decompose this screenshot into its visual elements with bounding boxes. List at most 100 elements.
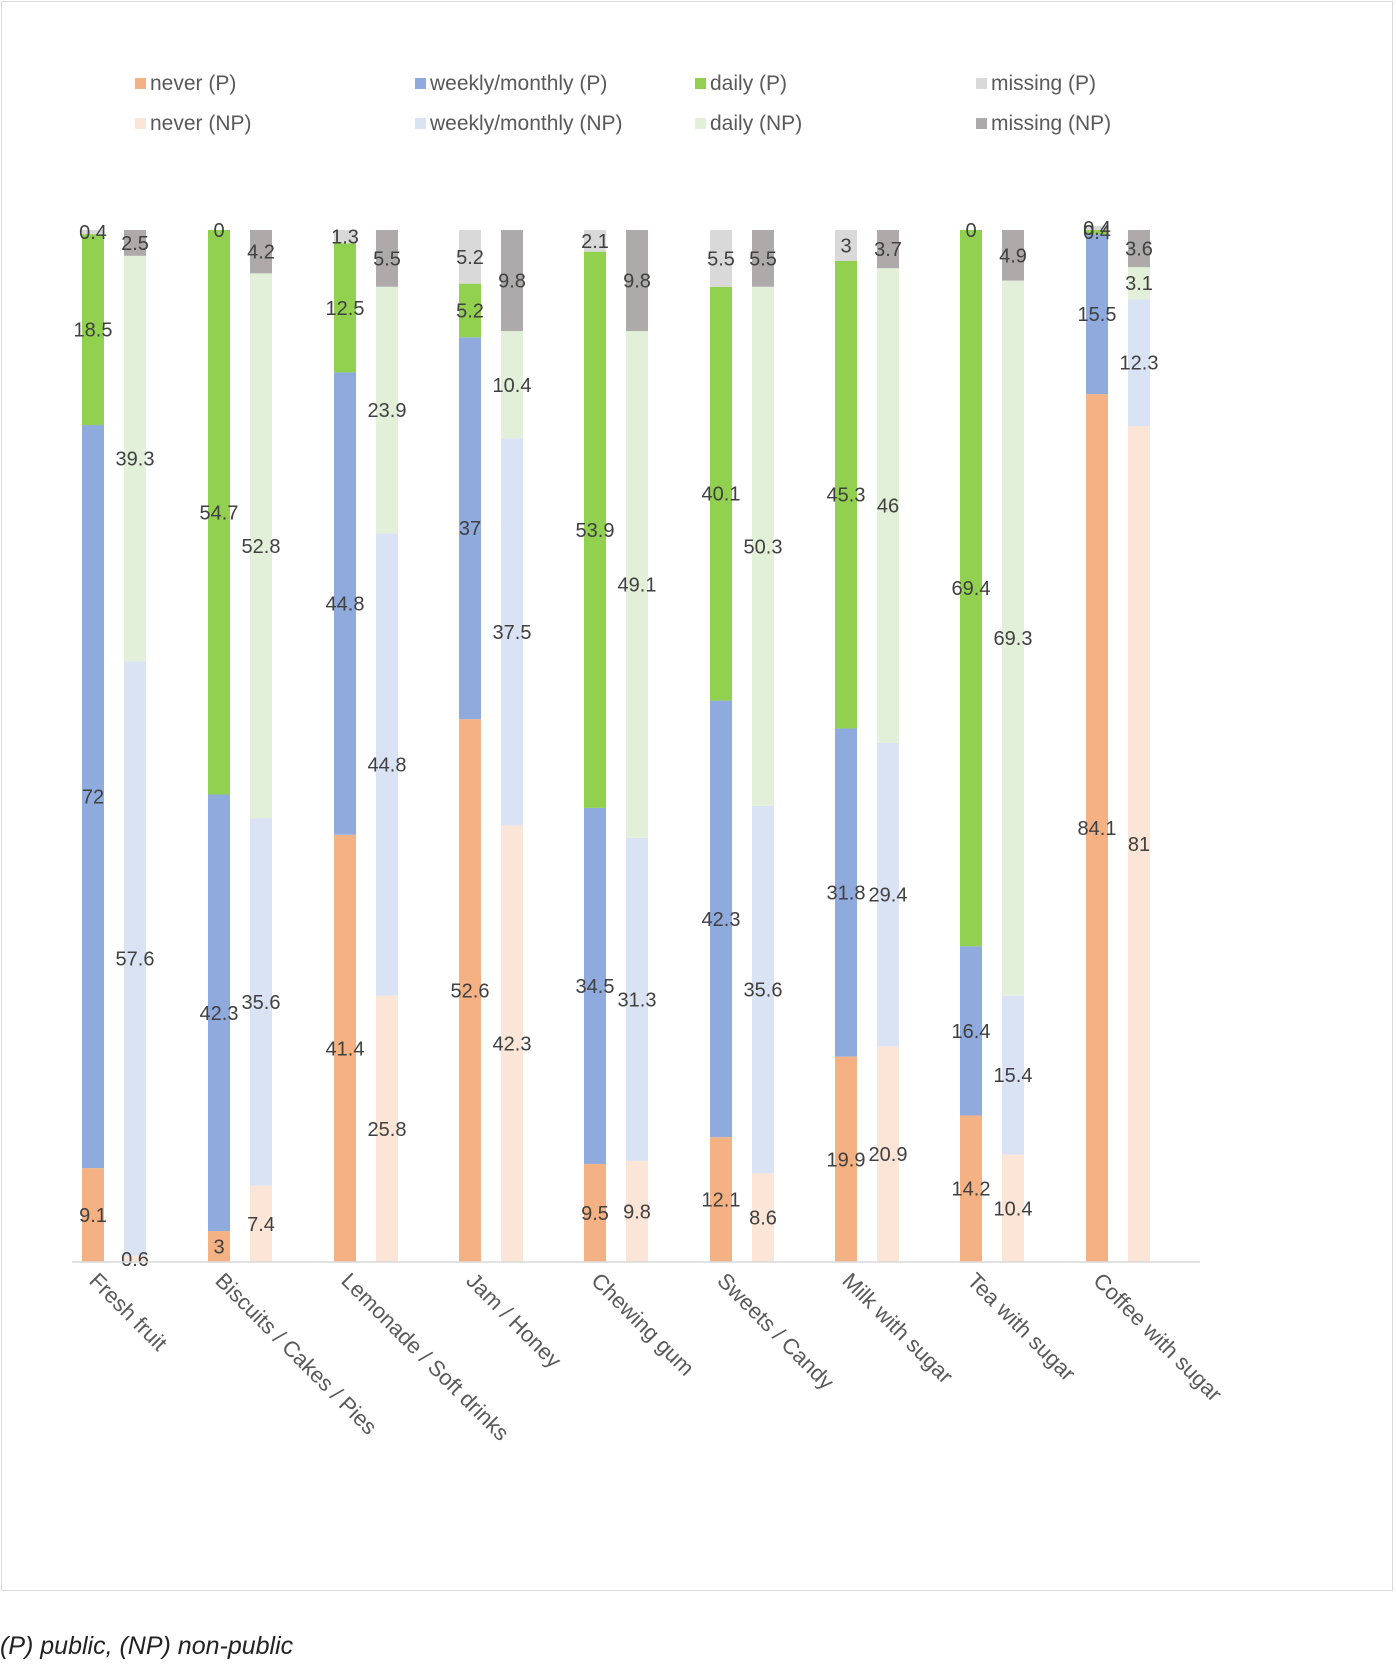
bar-segment-milk-with-sugar-daily-p — [835, 260, 857, 729]
bar-segment-lemonade-soft-drinks-daily-np — [376, 286, 398, 534]
bar-segment-lemonade-soft-drinks-daily-p — [334, 243, 356, 373]
bar-segment-chewing-gum-daily-p — [584, 251, 606, 808]
category-label-milk-with-sugar: Milk with sugar — [837, 1268, 958, 1389]
data-label-sweets-candy-weekly-monthly-np: 35.6 — [744, 980, 783, 1002]
bar-segment-milk-with-sugar-never-p — [835, 1056, 857, 1262]
data-label-jam-honey-weekly-monthly-np: 37.5 — [493, 622, 532, 644]
bar-segment-jam-honey-missing-np — [501, 230, 523, 332]
data-label-tea-with-sugar-weekly-monthly-p: 16.4 — [952, 1021, 991, 1043]
bar-segment-biscuits-cakes-pies-daily-p — [208, 230, 230, 795]
data-labels: 9.1 72 18.5 0.4 0.6 57.6 39.3 2.5 3 42.3 54.7 0 7.4 3… — [74, 218, 1159, 1271]
bar-segment-sweets-candy-daily-np — [752, 286, 774, 806]
legend-swatch-daily-p — [695, 78, 706, 89]
bar-segment-sweets-candy-weekly-monthly-p — [710, 700, 732, 1138]
data-label-chewing-gum-never-p: 9.5 — [581, 1203, 609, 1225]
data-label-fresh-fruit-daily-np: 39.3 — [116, 449, 155, 471]
bar-segment-tea-with-sugar-weekly-monthly-np — [1002, 995, 1024, 1155]
bar-segment-sweets-candy-never-np — [752, 1173, 774, 1262]
data-label-coffee-with-sugar-weekly-monthly-p: 15.5 — [1078, 304, 1117, 326]
category-label-jam-honey: Jam / Honey — [461, 1268, 566, 1373]
bar-segment-coffee-with-sugar-missing-p — [1086, 225, 1108, 230]
data-label-coffee-with-sugar-daily-p: 0.4 — [1083, 222, 1111, 244]
bar-segment-chewing-gum-never-p — [584, 1163, 606, 1262]
bar-segment-coffee-with-sugar-weekly-monthly-p — [1086, 234, 1108, 395]
bar-segment-milk-with-sugar-weekly-monthly-p — [835, 728, 857, 1057]
legend-label-weekly-monthly-np: weekly/monthly (NP) — [429, 112, 623, 135]
bar-segment-lemonade-soft-drinks-missing-p — [334, 230, 356, 244]
bar-segment-coffee-with-sugar-never-np — [1128, 426, 1150, 1263]
bar-segment-biscuits-cakes-pies-never-np — [250, 1185, 272, 1262]
bar-segment-tea-with-sugar-weekly-monthly-p — [960, 946, 982, 1116]
data-label-milk-with-sugar-weekly-monthly-p: 31.8 — [827, 883, 866, 905]
data-label-biscuits-cakes-pies-never-p: 3 — [213, 1237, 224, 1259]
bar-segment-sweets-candy-missing-np — [752, 230, 774, 287]
data-label-tea-with-sugar-never-p: 14.2 — [952, 1179, 991, 1201]
data-label-biscuits-cakes-pies-daily-np: 52.8 — [242, 536, 281, 558]
data-label-coffee-with-sugar-daily-np: 3.1 — [1125, 273, 1153, 295]
data-label-chewing-gum-daily-p: 53.9 — [576, 520, 615, 542]
data-label-lemonade-soft-drinks-weekly-monthly-p: 44.8 — [326, 594, 365, 616]
legend-swatch-missing-p — [976, 78, 987, 89]
data-label-chewing-gum-daily-np: 49.1 — [618, 574, 657, 596]
data-label-tea-with-sugar-never-np: 10.4 — [994, 1198, 1033, 1220]
legend-label-never-np: never (NP) — [150, 112, 252, 135]
bar-segment-fresh-fruit-weekly-monthly-np — [124, 661, 146, 1256]
data-label-milk-with-sugar-daily-p: 45.3 — [827, 485, 866, 507]
bar-segment-tea-with-sugar-missing-np — [1002, 230, 1024, 281]
data-label-fresh-fruit-weekly-monthly-np: 57.6 — [116, 949, 155, 971]
data-label-biscuits-cakes-pies-daily-p: 54.7 — [200, 502, 239, 524]
data-label-lemonade-soft-drinks-daily-np: 23.9 — [368, 400, 407, 422]
bar-segment-fresh-fruit-never-np — [124, 1255, 146, 1262]
chart-frame: never (P) weekly/monthly (P) daily (P) miss… — [1, 1, 1393, 1591]
data-label-milk-with-sugar-never-np: 20.9 — [869, 1144, 908, 1166]
data-label-sweets-candy-weekly-monthly-p: 42.3 — [702, 909, 741, 931]
legend-label-missing-np: missing (NP) — [991, 112, 1111, 135]
data-label-biscuits-cakes-pies-missing-np: 4.2 — [247, 242, 275, 264]
data-label-chewing-gum-missing-p: 2.1 — [581, 231, 609, 253]
data-label-tea-with-sugar-missing-p: 0 — [965, 220, 976, 242]
data-label-lemonade-soft-drinks-missing-p: 1.3 — [331, 227, 359, 249]
bar-segment-chewing-gum-missing-p — [584, 230, 606, 252]
category-label-fresh-fruit: Fresh fruit — [84, 1268, 172, 1356]
bar-segment-biscuits-cakes-pies-weekly-monthly-p — [208, 794, 230, 1232]
bar-segment-jam-honey-missing-p — [459, 230, 481, 284]
bar-segment-biscuits-cakes-pies-missing-np — [250, 230, 272, 274]
data-label-milk-with-sugar-missing-p: 3 — [840, 235, 851, 257]
bar-segment-lemonade-soft-drinks-weekly-monthly-np — [376, 533, 398, 996]
data-label-tea-with-sugar-daily-p: 69.4 — [952, 578, 991, 600]
data-label-fresh-fruit-daily-p: 18.5 — [74, 320, 113, 342]
data-label-sweets-candy-missing-np: 5.5 — [749, 248, 777, 270]
bar-segment-milk-with-sugar-missing-p — [835, 230, 857, 261]
bar-segment-chewing-gum-weekly-monthly-p — [584, 807, 606, 1164]
bar-segment-lemonade-soft-drinks-weekly-monthly-p — [334, 372, 356, 835]
bar-segment-tea-with-sugar-never-np — [1002, 1154, 1024, 1262]
bar-segment-jam-honey-weekly-monthly-p — [459, 337, 481, 720]
data-label-chewing-gum-never-np: 9.8 — [623, 1201, 651, 1223]
data-label-coffee-with-sugar-missing-p: 0.4 — [1083, 218, 1111, 240]
data-label-fresh-fruit-never-np: 0.6 — [121, 1249, 149, 1271]
legend-swatch-never-np — [135, 118, 146, 129]
data-label-lemonade-soft-drinks-missing-np: 5.5 — [373, 248, 401, 270]
data-label-biscuits-cakes-pies-weekly-monthly-np: 35.6 — [242, 992, 281, 1014]
legend-swatch-weekly-monthly-p — [415, 78, 426, 89]
bar-segment-fresh-fruit-weekly-monthly-p — [82, 425, 104, 1169]
data-label-biscuits-cakes-pies-missing-p: 0 — [213, 220, 224, 242]
data-label-chewing-gum-weekly-monthly-p: 34.5 — [576, 976, 615, 998]
legend-label-daily-p: daily (P) — [710, 72, 787, 95]
data-label-tea-with-sugar-weekly-monthly-np: 15.4 — [994, 1065, 1033, 1087]
bar-segment-lemonade-soft-drinks-never-p — [334, 834, 356, 1262]
data-label-coffee-with-sugar-never-p: 84.1 — [1078, 818, 1117, 840]
data-label-jam-honey-missing-p: 5.2 — [456, 247, 484, 269]
bar-segment-tea-with-sugar-daily-p — [960, 230, 982, 947]
footnote: (P) public, (NP) non-public — [0, 1632, 294, 1660]
data-label-jam-honey-daily-p: 5.2 — [456, 300, 484, 322]
legend: never (P) weekly/monthly (P) daily (P) miss… — [135, 72, 1111, 135]
data-label-biscuits-cakes-pies-never-np: 7.4 — [247, 1214, 275, 1236]
legend-label-never-p: never (P) — [150, 72, 236, 95]
bar-segment-fresh-fruit-missing-p — [82, 230, 104, 235]
bar-segment-coffee-with-sugar-never-p — [1086, 394, 1108, 1262]
bar-segment-fresh-fruit-missing-np — [124, 230, 146, 256]
data-label-jam-honey-daily-np: 10.4 — [493, 375, 532, 397]
bar-segment-coffee-with-sugar-daily-np — [1128, 267, 1150, 300]
data-label-fresh-fruit-missing-p: 0.4 — [79, 222, 107, 244]
